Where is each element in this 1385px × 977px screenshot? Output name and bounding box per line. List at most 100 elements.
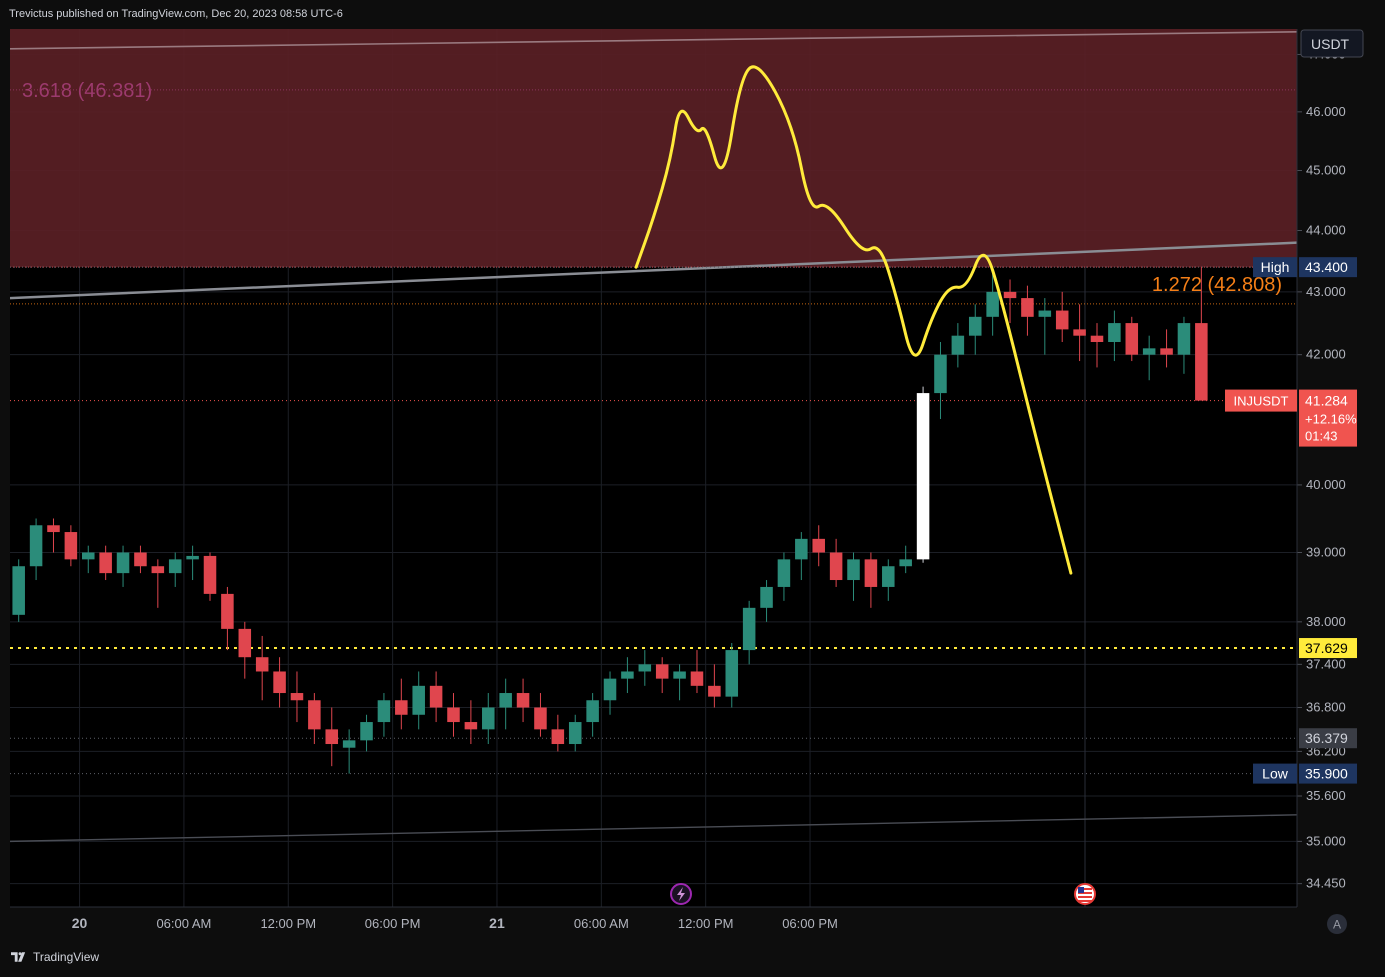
candle-body [221,593,234,629]
candle-body [308,700,321,730]
currency-box [1300,29,1364,58]
candle-body [395,700,408,715]
level-tag-bg [1299,763,1357,784]
candle-body [551,729,565,745]
us-flag-canton [1078,887,1084,893]
level-tag-bg [1299,638,1357,659]
candle-body [968,316,982,336]
y-tick-label: 43.000 [1306,284,1346,299]
candle-body [1195,323,1208,401]
brand-label: TradingView [33,950,100,964]
candle-body [568,722,582,745]
y-tick-label: 45.000 [1306,163,1346,178]
candle-body [412,685,425,715]
candle-body [916,393,930,560]
last-price-value: 41.284 [1305,393,1348,409]
price-chart[interactable]: 3.618 (46.381) 1.272 (42.808) 34.450 35.00… [10,29,1385,939]
event-markers[interactable] [670,883,1096,905]
level-tag-value: 35.900 [1305,766,1348,782]
candle-body [603,678,617,701]
y-tick-label: 35.600 [1306,788,1346,803]
candle-body [82,552,95,560]
last-price-change: +12.16% [1305,412,1357,427]
fib-labels: 3.618 (46.381) 1.272 (42.808) [22,80,1282,296]
candle-body [1125,323,1139,355]
candle-body [342,740,356,748]
lightning-icon-bolt [677,887,685,901]
candle-body [1108,323,1121,343]
us-flag-stripe [1078,900,1092,902]
level-lines [10,89,1297,775]
candle-body [1021,298,1034,317]
candle-body [238,628,252,658]
x-tick-label: 06:00 AM [574,916,629,931]
candle-body [986,291,999,317]
candle-body [690,671,704,686]
channel-bottom-line [10,814,1298,843]
candle-body [586,700,599,723]
candle-body [1055,310,1069,330]
candle-body [795,538,808,560]
symbol-tag-label: INJUSDT [1234,394,1289,409]
candle-body [429,685,443,708]
x-tick-label: 21 [489,915,505,931]
level-tag-value: 37.629 [1305,640,1348,656]
fib-label-upper: 3.618 (46.381) [22,80,152,102]
candle-body [29,525,43,567]
tradingview-logo-icon [11,952,26,962]
candle-body [99,552,112,574]
candle-body [64,532,78,560]
y-tick-label: 44.000 [1306,223,1346,238]
y-tick-label: 46.000 [1306,104,1346,119]
currency-label: USDT [1311,36,1350,52]
auto-scale-button[interactable]: A [1327,914,1347,934]
level-tag-bg [1299,257,1357,278]
candle-body [934,354,947,394]
candle-body [655,664,669,679]
symbol-tag-bg [1225,389,1297,412]
candle-body [499,693,512,708]
candle-body [829,552,843,581]
us-flag-stripe [1078,892,1092,894]
candle-body [134,552,147,567]
candle-body [325,729,339,745]
x-tick-label: 06:00 PM [782,916,838,931]
candle-body [290,693,304,701]
tradingview-brand[interactable]: TradingView [11,950,99,964]
candle-body [360,722,373,741]
candle-body [516,693,530,708]
x-tick-label: 20 [72,915,88,931]
candle-body [847,559,860,581]
candle-body [12,566,25,615]
y-tick-label: 34.450 [1306,876,1346,891]
us-flag-icon[interactable] [1074,883,1096,905]
candle-body [864,559,878,587]
candle-body [151,566,165,574]
candle-body [725,650,739,697]
top-bar: Trevictus published on TradingView.com, … [0,0,1385,28]
fib-label-lower: 1.272 (42.808) [1152,274,1282,296]
y-tick-label: 37.400 [1306,656,1346,671]
candle-body [186,555,199,560]
projection-line [634,65,1073,575]
resistance-zone [10,29,1297,268]
candle-body [621,671,634,679]
candle-body [377,700,391,723]
candle-body [760,586,773,608]
candle-body [1177,323,1191,355]
candle-body [168,559,182,574]
x-tick-label: 06:00 AM [156,916,211,931]
candle-body [951,335,965,355]
lightning-icon[interactable] [670,883,692,905]
y-tick-label: 35.000 [1306,833,1346,848]
auto-scale-label[interactable]: A [1333,918,1341,932]
last-price-tag-bg [1299,389,1357,447]
level-tag-value: 36.379 [1305,730,1348,746]
candle-body [464,722,478,730]
candle-body [255,657,269,672]
candle-body [1090,335,1104,343]
level-tag-label: Low [1262,766,1289,782]
y-tick-label: 40.000 [1306,477,1346,492]
last-price-countdown: 01:43 [1305,429,1338,444]
